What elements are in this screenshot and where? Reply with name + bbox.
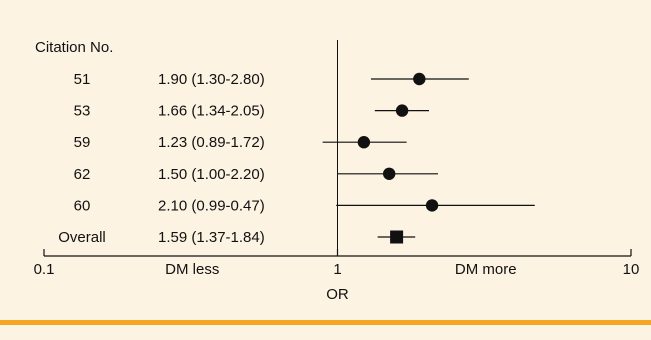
row-ci-label: 1.50 (1.00-2.20) — [158, 166, 265, 183]
estimate-point — [425, 199, 439, 212]
estimate-point — [357, 136, 371, 149]
estimate-square — [390, 230, 404, 244]
estimate-point — [413, 72, 426, 86]
row-ci-label: 1.23 (0.89-1.72) — [158, 134, 265, 151]
row-citation-label: 53 — [74, 103, 91, 120]
row-ci-label: 1.59 (1.37-1.84) — [158, 229, 265, 246]
row-citation-label: 51 — [74, 71, 91, 88]
x-tick-label: 1 — [333, 261, 341, 278]
row-citation-label: 62 — [74, 166, 91, 183]
row-ci-label: 1.66 (1.34-2.05) — [158, 103, 265, 120]
row-ci-label: 2.10 (0.99-0.47) — [158, 197, 265, 214]
right-annotation: DM more — [455, 261, 517, 278]
row-citation-label: 59 — [74, 134, 91, 151]
row-citation-label: Overall — [58, 229, 106, 246]
x-axis-title: OR — [326, 286, 349, 303]
accent-bar — [0, 320, 651, 325]
left-annotation: DM less — [165, 261, 219, 278]
x-tick-label: 0.1 — [34, 261, 55, 278]
x-tick-label: 10 — [623, 261, 640, 278]
estimate-point — [382, 167, 396, 180]
column-header-citation: Citation No. — [35, 39, 113, 56]
row-ci-label: 1.90 (1.30-2.80) — [158, 71, 265, 88]
estimate-point — [395, 104, 409, 117]
row-citation-label: 60 — [74, 197, 91, 214]
